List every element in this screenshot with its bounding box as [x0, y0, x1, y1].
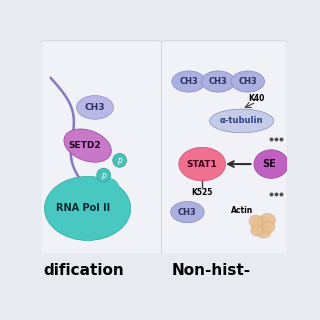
Ellipse shape: [76, 96, 114, 119]
Text: p: p: [117, 156, 122, 165]
Ellipse shape: [179, 147, 226, 181]
Ellipse shape: [171, 202, 204, 223]
Text: RNA Pol II: RNA Pol II: [56, 204, 110, 213]
Ellipse shape: [252, 217, 271, 234]
Text: CH3: CH3: [179, 77, 198, 86]
Ellipse shape: [44, 176, 131, 240]
Ellipse shape: [262, 221, 275, 232]
Ellipse shape: [172, 71, 205, 92]
Circle shape: [113, 154, 126, 167]
Text: K40: K40: [248, 94, 265, 103]
Ellipse shape: [249, 215, 263, 228]
Ellipse shape: [95, 178, 120, 200]
Ellipse shape: [260, 213, 276, 227]
Text: K525: K525: [191, 188, 213, 197]
FancyBboxPatch shape: [162, 41, 287, 255]
Ellipse shape: [202, 71, 235, 92]
Text: CH3: CH3: [85, 103, 105, 112]
Text: SE: SE: [262, 159, 276, 169]
Text: Actin: Actin: [230, 206, 253, 215]
Text: STAT1: STAT1: [187, 160, 218, 169]
Text: p: p: [101, 171, 106, 180]
Text: dification: dification: [43, 262, 124, 277]
Text: CH3: CH3: [209, 77, 228, 86]
Ellipse shape: [254, 150, 288, 178]
Ellipse shape: [231, 71, 265, 92]
FancyBboxPatch shape: [41, 253, 287, 285]
Text: α-tubulin: α-tubulin: [220, 116, 263, 125]
Ellipse shape: [210, 109, 274, 133]
Text: CH3: CH3: [178, 208, 197, 217]
Circle shape: [97, 168, 110, 182]
Text: Non-hist-: Non-hist-: [172, 262, 251, 277]
Ellipse shape: [251, 225, 263, 236]
Text: SETD2: SETD2: [69, 141, 101, 150]
Text: CH3: CH3: [238, 77, 257, 86]
Ellipse shape: [64, 129, 111, 162]
Ellipse shape: [89, 220, 111, 237]
Ellipse shape: [256, 226, 271, 238]
FancyBboxPatch shape: [41, 41, 162, 255]
